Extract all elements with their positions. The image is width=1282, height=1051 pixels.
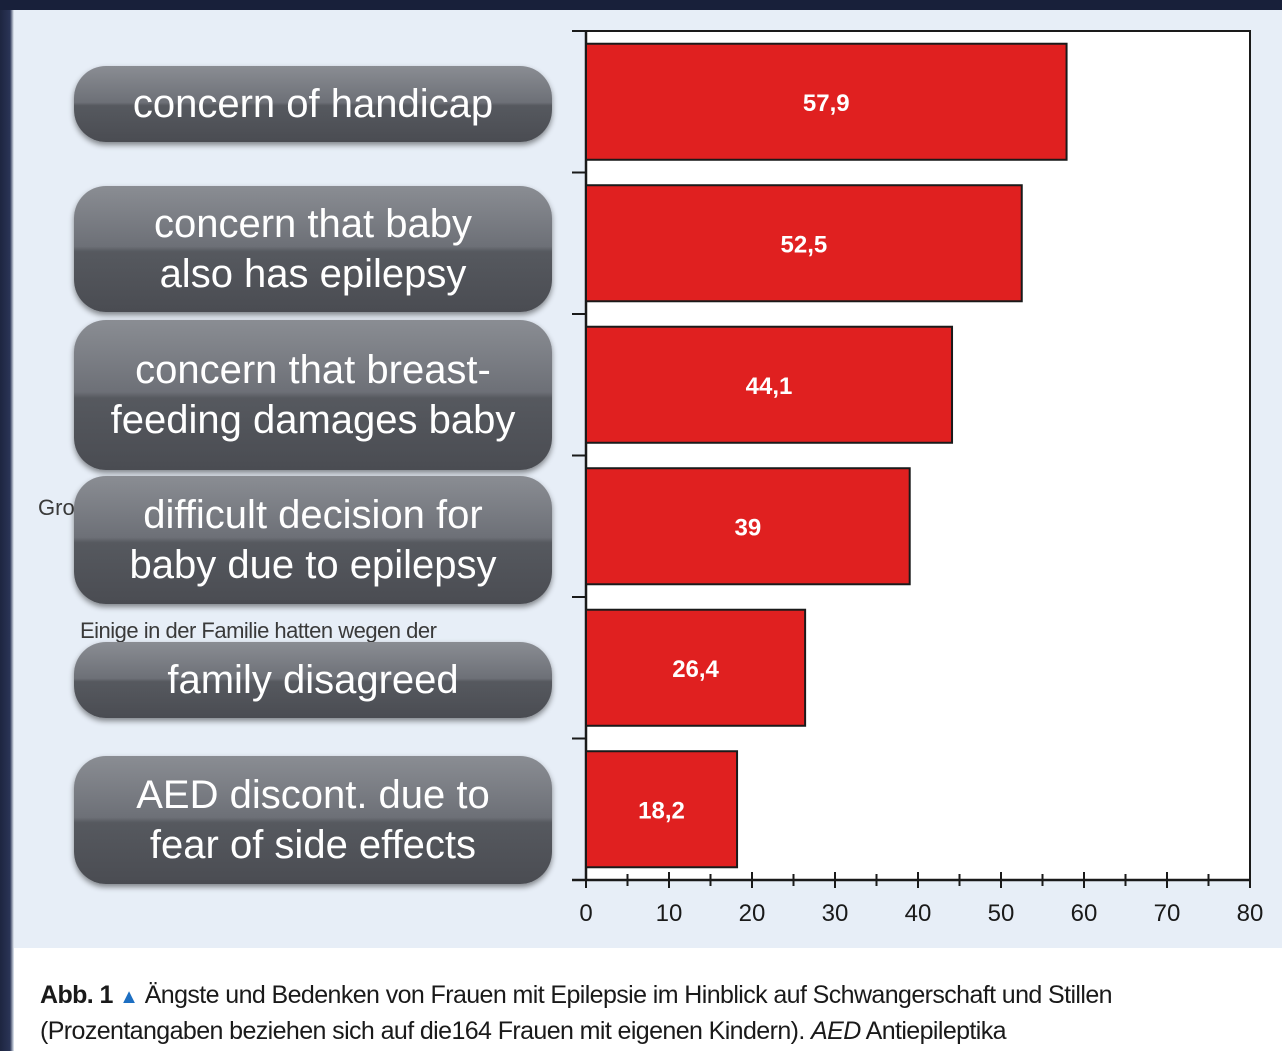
x-tick-label: 70	[1154, 900, 1181, 927]
bar-6	[585, 750, 739, 869]
category-label-line: fear of side effects	[149, 823, 477, 867]
category-label-text: difficult decision for baby due to epilep…	[130, 490, 497, 590]
plot-area	[585, 30, 1251, 881]
category-label-5: family disagreed	[74, 642, 552, 718]
bar-3	[585, 325, 954, 444]
category-label-line: concern that breast-	[135, 348, 491, 392]
caption-line-1: Abb. 1 ▲ Ängste und Bedenken von Frauen …	[40, 978, 1282, 1014]
x-tick-label: 0	[579, 900, 592, 927]
category-label-line: family disagreed	[167, 658, 459, 702]
top-bar	[0, 0, 1282, 10]
category-label-line: difficult decision for	[143, 493, 483, 537]
bar-value-label: 39	[734, 514, 761, 541]
bar-value-label: 18,2	[638, 797, 685, 824]
caption-text-2b: Antiepileptika	[860, 1017, 1007, 1045]
bar-5	[585, 608, 807, 727]
x-tick-label: 20	[739, 900, 766, 927]
bar-value-label: 52,5	[781, 231, 828, 258]
bar-value-label: 44,1	[746, 373, 793, 400]
category-label-2: concern that baby also has epilepsy	[74, 186, 552, 312]
x-tick-label: 80	[1237, 900, 1264, 927]
category-label-3: concern that breast-feeding damages baby	[74, 320, 552, 470]
bar-4	[585, 467, 911, 586]
category-label-1: concern of handicap	[74, 66, 552, 142]
category-label-line: feeding damages baby	[110, 398, 516, 442]
x-tick-label: 60	[1071, 900, 1098, 927]
category-label-line: AED discont. due to	[136, 773, 490, 817]
category-label-line: also has epilepsy	[159, 252, 467, 296]
bar-value-label: 57,9	[803, 90, 850, 117]
x-tick-label: 10	[656, 900, 683, 927]
partial-label-gro: Gro	[38, 495, 75, 520]
figure-caption: Abb. 1 ▲ Ängste und Bedenken von Frauen …	[40, 978, 1282, 1048]
category-label-4: difficult decision for baby due to epilep…	[74, 476, 552, 604]
caption-line-2: (Prozentangaben beziehen sich auf die164…	[40, 1014, 1282, 1048]
category-label-text: concern that breast-feeding damages baby	[111, 345, 516, 445]
x-tick-label: 30	[822, 900, 849, 927]
bar-2	[585, 184, 1023, 303]
bar-value-label: 26,4	[672, 656, 719, 683]
bar-1	[585, 42, 1068, 161]
caption-text-1: Ängste und Bedenken von Frauen mit Epile…	[144, 981, 1113, 1009]
category-label-text: family disagreed	[167, 655, 458, 705]
x-tick-label: 50	[988, 900, 1015, 927]
caption-marker: ▲	[119, 986, 139, 1008]
category-label-text: concern of handicap	[133, 79, 493, 129]
category-label-text: concern that baby also has epilepsy	[154, 199, 472, 299]
category-label-6: AED discont. due to fear of side effects	[74, 756, 552, 884]
caption-aed: AED	[811, 1017, 861, 1045]
caption-panel	[14, 948, 1282, 1051]
category-label-text: AED discont. due to fear of side effects	[136, 770, 490, 870]
x-tick-label: 40	[905, 900, 932, 927]
category-label-line: concern that baby	[154, 202, 472, 246]
category-label-line: baby due to epilepsy	[129, 543, 497, 587]
caption-text-2a: (Prozentangaben beziehen sich auf die164…	[40, 1017, 812, 1045]
partial-label-einige: Einige in der Familie hatten wegen der	[80, 618, 437, 643]
caption-abb: Abb. 1	[40, 981, 113, 1009]
category-label-line: concern of handicap	[132, 82, 494, 126]
